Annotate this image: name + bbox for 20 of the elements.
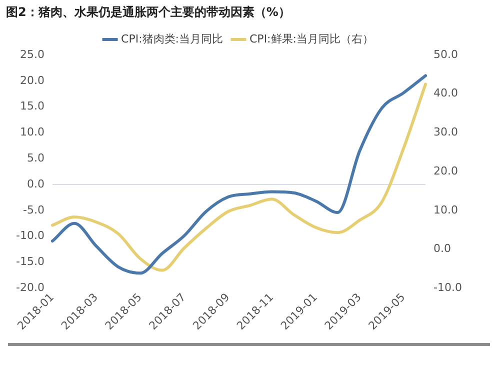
- legend-label: CPI:鲜果:当月同比（右）: [250, 32, 374, 46]
- y2-tick-label: 10.0: [434, 203, 458, 216]
- y2-tick-label: 0.0: [434, 242, 452, 256]
- y-tick-label: 25.0: [20, 48, 44, 61]
- y2-tick-label: 40.0: [434, 86, 458, 100]
- y2-tick-label: -10.0: [434, 281, 462, 294]
- y-tick-label: -20.0: [16, 281, 44, 294]
- chart-title: 图2：猪肉、水果仍是通胀两个主要的带动因素（%）: [6, 4, 290, 21]
- y2-tick-label: 30.0: [434, 126, 458, 139]
- y-tick-label: 20.0: [20, 74, 44, 87]
- legend-label: CPI:猪肉类:当月同比: [121, 32, 224, 46]
- y2-tick-label: 50.0: [434, 48, 458, 61]
- y-tick-label: -10.0: [16, 229, 44, 242]
- y-tick-label: 5.0: [26, 151, 44, 164]
- y-tick-label: -5.0: [22, 203, 44, 216]
- y-tick-label: -15.0: [16, 255, 44, 268]
- y2-tick-label: 20.0: [434, 164, 458, 178]
- y-tick-label: 10.0: [20, 126, 44, 139]
- y-tick-label: 0.0: [26, 177, 44, 190]
- y-tick-label: 15.0: [20, 100, 44, 113]
